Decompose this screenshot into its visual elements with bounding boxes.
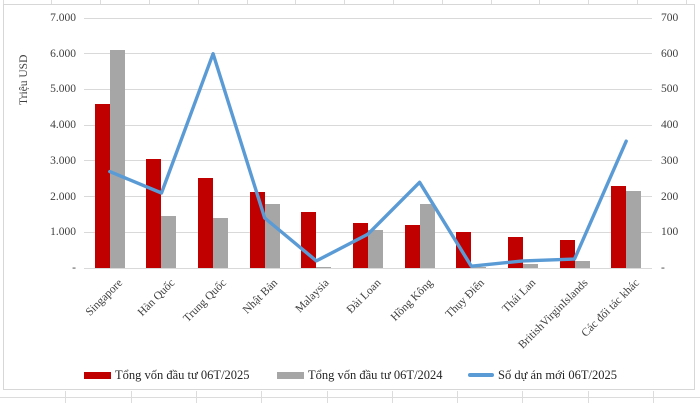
spreadsheet-cell-gridline [195,391,197,403]
spreadsheet-cell-gridline [197,0,199,4]
spreadsheet-cell-gridline [588,0,590,4]
bar-06t-2025 [301,212,317,268]
spreadsheet-cell-gridline [51,0,53,4]
bar-06t-2024 [522,263,538,268]
spreadsheet-cell-gridline [65,391,67,403]
bar-06t-2025 [353,222,368,268]
spreadsheet-cell-gridline [457,391,459,403]
gridline [84,124,652,126]
y-axis-tick-right: 400 [661,119,679,132]
gridline [84,267,652,269]
gridline [84,53,652,55]
spreadsheet-cell-gridline [295,0,297,4]
bar-06t-2024 [471,266,487,268]
spreadsheet-cell-gridline [539,0,541,4]
plot-area [84,17,652,269]
legend-item-du-an-moi: Số dự án mới 06T/2025 [468,367,617,383]
legend-label: Tổng vốn đầu tư 06T/2024 [308,367,443,382]
spreadsheet-cell-gridline [522,391,524,403]
spreadsheet-cell-gridline [441,0,443,4]
bar-06t-2025 [94,103,110,268]
legend-item-von-2025: Tổng vốn đầu tư 06T/2025 [84,367,250,383]
bar-06t-2024 [213,218,229,268]
line-series-du-an-moi [108,52,628,268]
spreadsheet-cell-gridline [130,391,132,403]
bar-06t-2024 [419,204,435,268]
y-axis-tick-left: 5.000 [50,83,76,96]
bar-06t-2025 [611,185,627,268]
legend-swatch-gray-bar [277,371,304,379]
gridline [84,196,652,198]
spreadsheet-cell-gridline [261,391,263,403]
spreadsheet-cell-gridline [246,0,248,4]
y-axis-tick-right: 600 [661,47,679,60]
legend-item-von-2024: Tổng vốn đầu tư 06T/2024 [277,367,443,383]
y-axis-tick-left: 2.000 [50,190,76,203]
y-axis-tick-left: 1.000 [50,226,76,239]
y-axis-tick-left: - [72,262,76,274]
gridline [84,160,652,162]
bar-06t-2024 [316,266,332,268]
y-axis-title: Triệu USD [18,54,30,105]
spreadsheet-cell-gridline [344,0,346,4]
y-axis-tick-left: 7.000 [50,12,76,24]
bar-06t-2025 [146,159,162,268]
legend-label: Số dự án mới 06T/2025 [498,367,617,382]
spreadsheet-cell-gridline [636,0,638,4]
y-axis-tick-left: 6.000 [50,47,76,60]
spreadsheet-cell-gridline [100,0,102,4]
spreadsheet-cell-gridline [392,0,394,4]
spreadsheet-cell-gridline [2,0,4,4]
gridline [84,88,652,90]
y-axis-tick-left: 4.000 [50,119,76,132]
spreadsheet-cell-gridline [0,397,700,398]
y-axis-tick-left: 3.000 [50,154,76,167]
bar-06t-2024 [574,260,590,268]
spreadsheet-cell-gridline [490,0,492,4]
bar-06t-2024 [161,215,177,268]
bar-06t-2025 [198,178,214,268]
legend-label: Tổng vốn đầu tư 06T/2025 [115,367,250,382]
spreadsheet-cell-gridline [653,391,654,403]
bar-06t-2024 [368,230,383,268]
y-axis-tick-right: 100 [661,226,679,239]
gridline [84,17,652,19]
spreadsheet-cell-gridline [587,391,589,403]
spreadsheet-cell-gridline [326,391,328,403]
y-axis-tick-right: 300 [661,154,679,167]
legend-swatch-red-bar [84,371,111,379]
y-axis-tick-right: 700 [661,12,679,24]
bar-06t-2025 [404,225,420,268]
spreadsheet-cell-gridline [685,0,687,4]
y-axis-tick-right: 200 [661,190,679,203]
spreadsheet-cell-gridline [148,0,150,4]
legend-swatch-blue-line [468,373,494,377]
bar-06t-2024 [626,191,642,268]
y-axis-tick-right: 500 [661,83,679,96]
y-axis-tick-right: - [661,262,665,274]
bar-06t-2024 [109,50,125,268]
spreadsheet-cell-gridline [391,391,393,403]
